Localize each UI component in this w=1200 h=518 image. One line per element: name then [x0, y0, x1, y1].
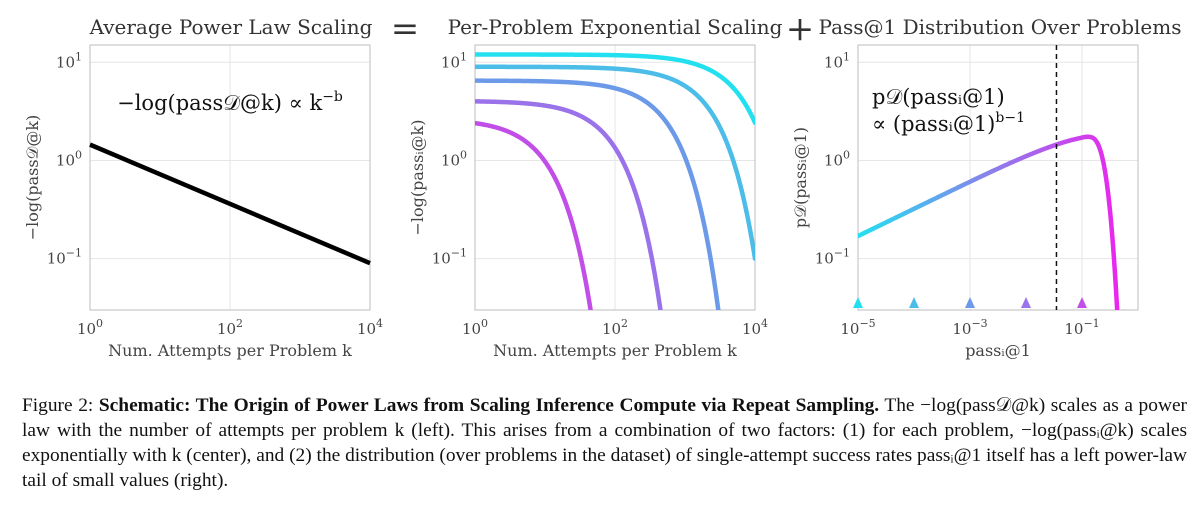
right-annotation-line2: ∝ (passᵢ@1)b−1 [872, 110, 1025, 136]
center-ytick-label: 100 [441, 148, 467, 169]
right-marker-1 [853, 297, 863, 308]
caption-body: The −log(pass𝒟@k) scales as a power law … [22, 395, 1188, 491]
right-panel-title: Pass@1 Distribution Over Problems [819, 15, 1182, 39]
equals-operator: = [391, 9, 420, 49]
center-series-group [475, 52, 755, 310]
right-ytick-label: 10−1 [815, 247, 850, 268]
center-xlabel: Num. Attempts per Problem k [493, 341, 737, 360]
figure-canvas: Average Power Law Scaling = Per-Problem … [23, 9, 1182, 360]
left-chart: 100 102 104 10−1 100 101 Num. Attempts per Pro… [23, 44, 383, 360]
right-xtick-label: 10−1 [1064, 317, 1099, 338]
right-marker-2 [909, 297, 919, 308]
left-power-law-line [89, 142, 371, 266]
right-series-group [858, 134, 1125, 310]
right-distribution-curve [858, 134, 1125, 310]
right-annotation-line1: p𝒟(passᵢ@1) [872, 85, 1005, 109]
right-xtick-label: 10−5 [840, 317, 875, 338]
left-frame [89, 44, 371, 311]
left-xlabel: Num. Attempts per Problem k [108, 341, 352, 360]
center-series-line-5 [475, 120, 593, 310]
caption-label: Figure 2: [22, 395, 94, 416]
left-xtick-label: 102 [217, 317, 243, 338]
center-ylabel: −log(passᵢ@k) [408, 120, 427, 236]
left-annotation: −log(pass𝒟@k) ∝ k−b [117, 89, 343, 115]
left-panel-title: Average Power Law Scaling [89, 15, 373, 39]
right-ylabel: p𝒟(passᵢ@1) [791, 127, 810, 228]
left-xtick-label: 104 [357, 317, 383, 338]
right-xtick-label: 10−3 [952, 317, 987, 338]
right-marker-3 [965, 297, 975, 308]
right-ytick-label: 100 [824, 148, 850, 169]
plus-operator: + [786, 9, 815, 49]
center-chart: 100 102 104 10−1 100 101 Num. Attempts per Pro… [408, 44, 768, 360]
center-xtick-label: 102 [602, 317, 628, 338]
right-marker-5 [1077, 297, 1087, 308]
center-panel-title: Per-Problem Exponential Scaling [448, 15, 783, 39]
left-ylabel: −log(pass𝒟@k) [23, 115, 42, 241]
center-series-line-4 [475, 99, 663, 310]
right-xlabel: passᵢ@1 [965, 341, 1031, 360]
center-ytick-label: 101 [441, 50, 467, 71]
center-series-line-3 [475, 78, 721, 310]
center-frame [474, 44, 756, 311]
left-xtick-label: 100 [77, 317, 103, 338]
left-ytick-label: 100 [56, 148, 82, 169]
right-marker-4 [1021, 297, 1031, 308]
left-ytick-label: 10−1 [47, 247, 82, 268]
right-ytick-label: 101 [824, 50, 850, 71]
center-ytick-label: 10−1 [432, 247, 467, 268]
figure-caption: Figure 2: Schematic: The Origin of Power… [22, 393, 1187, 493]
caption-bold-title: Schematic: The Origin of Power Laws from… [98, 395, 880, 416]
center-series-line-1 [475, 52, 755, 125]
left-ytick-label: 101 [56, 50, 82, 71]
center-series-line-2 [475, 64, 755, 261]
right-frame [857, 44, 1139, 311]
right-chart: 10−5 10−3 10−1 10−1 100 101 passᵢ@1 p𝒟(passᵢ@1)… [791, 44, 1139, 360]
center-xtick-label: 104 [742, 317, 768, 338]
center-xtick-label: 100 [462, 317, 488, 338]
